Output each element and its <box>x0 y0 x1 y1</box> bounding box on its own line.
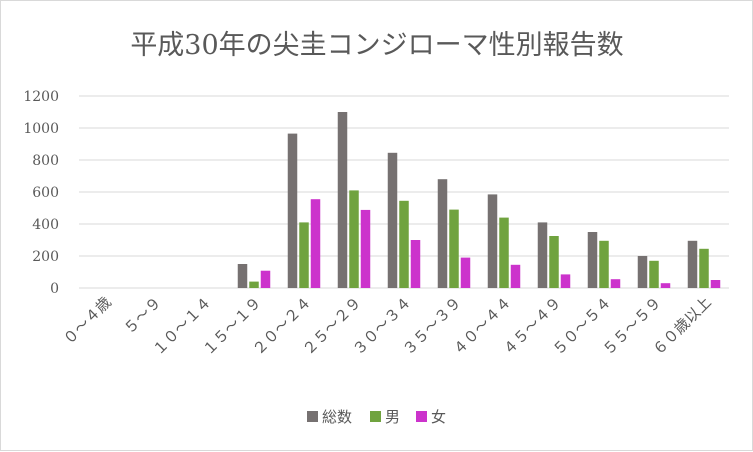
legend: 総数 男 女 <box>307 408 446 426</box>
x-tick-label: ５～９ <box>120 293 165 338</box>
bar-男-5 <box>349 190 359 288</box>
bar-総数-10 <box>587 232 598 288</box>
bar-総数-8 <box>487 194 498 288</box>
y-tick-label: 1200 <box>23 89 59 105</box>
bar-男-3 <box>249 281 259 288</box>
bar-男-12 <box>699 248 709 288</box>
bar-男-6 <box>399 200 409 288</box>
bar-男-11 <box>649 260 659 288</box>
legend-label: 女 <box>431 408 446 426</box>
bar-総数-11 <box>637 256 648 288</box>
legend-swatch-女 <box>416 411 427 422</box>
y-tick-label: 200 <box>32 249 59 265</box>
bar-女-8 <box>510 264 521 288</box>
x-tick-label: ０～４歳 <box>60 293 115 348</box>
bar-総数-3 <box>237 264 248 288</box>
bar-男-10 <box>599 240 609 288</box>
bar-男-4 <box>299 222 309 288</box>
bar-総数-7 <box>437 179 448 288</box>
bar-女-10 <box>610 279 621 288</box>
bar-総数-5 <box>337 112 348 288</box>
bar-男-8 <box>499 217 509 288</box>
y-tick-label: 1000 <box>23 121 59 137</box>
y-tick-label: 600 <box>32 185 59 201</box>
legend-label: 総数 <box>322 408 352 426</box>
legend-label: 男 <box>385 408 400 426</box>
bar-女-11 <box>660 283 671 288</box>
bars <box>237 112 721 288</box>
legend-swatch-総数 <box>307 411 318 422</box>
bar-女-9 <box>560 274 571 288</box>
bar-女-4 <box>310 199 321 288</box>
legend-swatch-男 <box>370 411 381 422</box>
bar-女-3 <box>260 270 271 288</box>
bar-女-12 <box>710 280 721 288</box>
y-axis: 0 200 400 600 800 1000 1200 <box>23 89 59 297</box>
bar-総数-9 <box>537 222 548 288</box>
bar-女-5 <box>360 209 371 288</box>
bar-男-9 <box>549 236 559 288</box>
bar-女-6 <box>410 240 421 288</box>
bar-総数-6 <box>387 152 398 288</box>
bar-女-7 <box>460 257 471 288</box>
chart-title: 平成30年の尖圭コンジローマ性別報告数 <box>130 30 623 61</box>
x-axis: ０～４歳 ５～９１０～１４１５～１９２０～２４２５～２９３０～３４３５～３９４０～… <box>60 293 715 359</box>
y-tick-label: 800 <box>32 153 59 169</box>
y-tick-label: 400 <box>32 217 59 233</box>
bar-男-7 <box>449 209 459 288</box>
y-tick-label: 0 <box>50 281 59 297</box>
bar-総数-4 <box>287 133 298 288</box>
bar-総数-12 <box>687 240 698 288</box>
